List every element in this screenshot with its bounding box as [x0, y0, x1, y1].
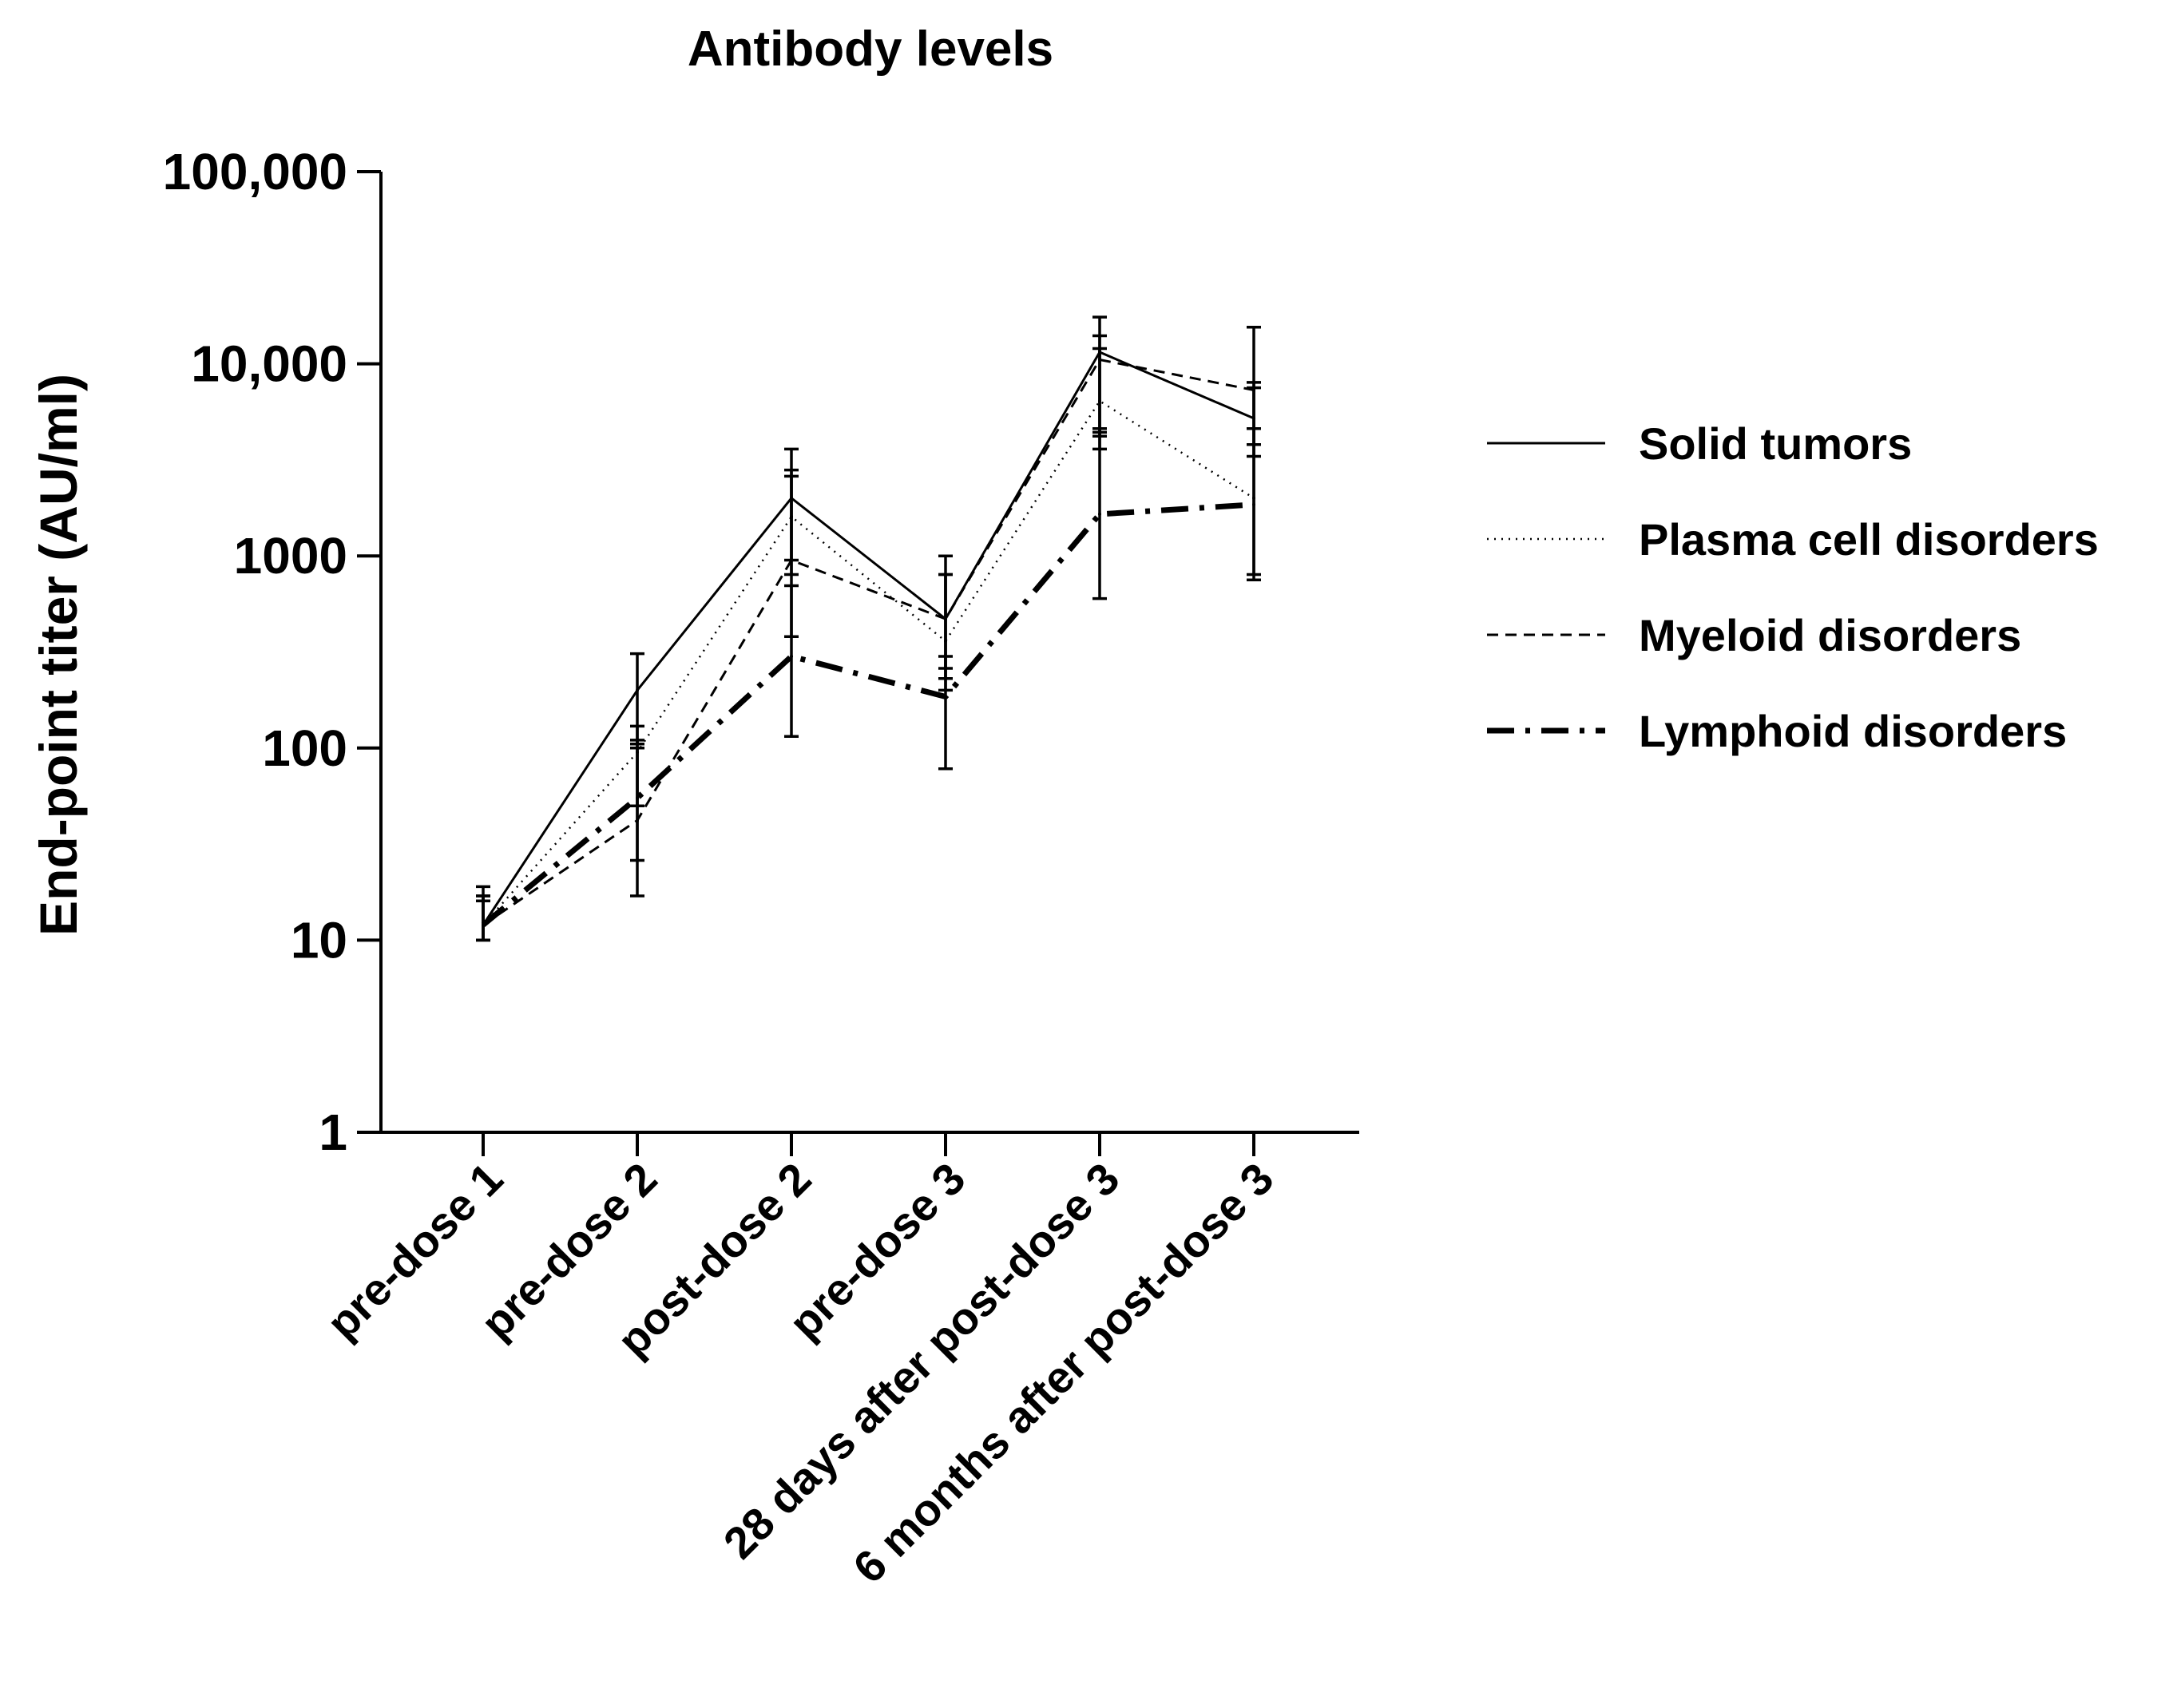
data-point: [636, 796, 639, 800]
data-point: [944, 695, 947, 699]
y-tick-label: 10,000: [191, 335, 347, 393]
series-layer: [476, 315, 1261, 942]
legend-label: Solid tumors: [1639, 418, 1912, 469]
series-line: [482, 359, 1255, 926]
series-myeloid-disorders: [476, 334, 1261, 942]
y-tick-label: 1: [319, 1104, 347, 1161]
y-tick-label: 1000: [234, 527, 347, 585]
y-axis-label: End-point titer (AU/ml): [29, 374, 88, 936]
data-point: [790, 655, 793, 659]
legend-label: Myeloid disorders: [1639, 610, 2021, 660]
chart-title: Antibody levels: [688, 22, 1053, 77]
series-plasma-cell-disorders: [476, 347, 1261, 942]
data-point: [1252, 388, 1255, 392]
y-tick-label: 100,000: [163, 143, 347, 200]
series-solid-tumors: [476, 315, 1261, 942]
data-point: [944, 617, 947, 621]
legend-label: Lymphoid disorders: [1639, 706, 2067, 756]
legend-label: Plasma cell disorders: [1639, 514, 2099, 565]
series-lymphoid-disorders: [476, 426, 1261, 942]
data-point: [636, 688, 639, 692]
y-tick-label: 10: [291, 911, 347, 969]
y-tick-label: 100: [262, 719, 347, 777]
data-point: [1252, 502, 1255, 506]
data-point: [1098, 512, 1101, 516]
axes: [379, 172, 1359, 1134]
y-axis-ticks: 1 10 100 1000 10,000 100,000: [163, 143, 381, 1161]
series-line: [481, 501, 1255, 928]
legend: Solid tumors Plasma cell disorders Myeloid…: [1487, 418, 2099, 756]
data-point: [482, 923, 485, 927]
data-point: [790, 558, 793, 562]
data-point: [1098, 358, 1101, 362]
series-line: [482, 351, 1255, 926]
series-line: [482, 399, 1255, 926]
